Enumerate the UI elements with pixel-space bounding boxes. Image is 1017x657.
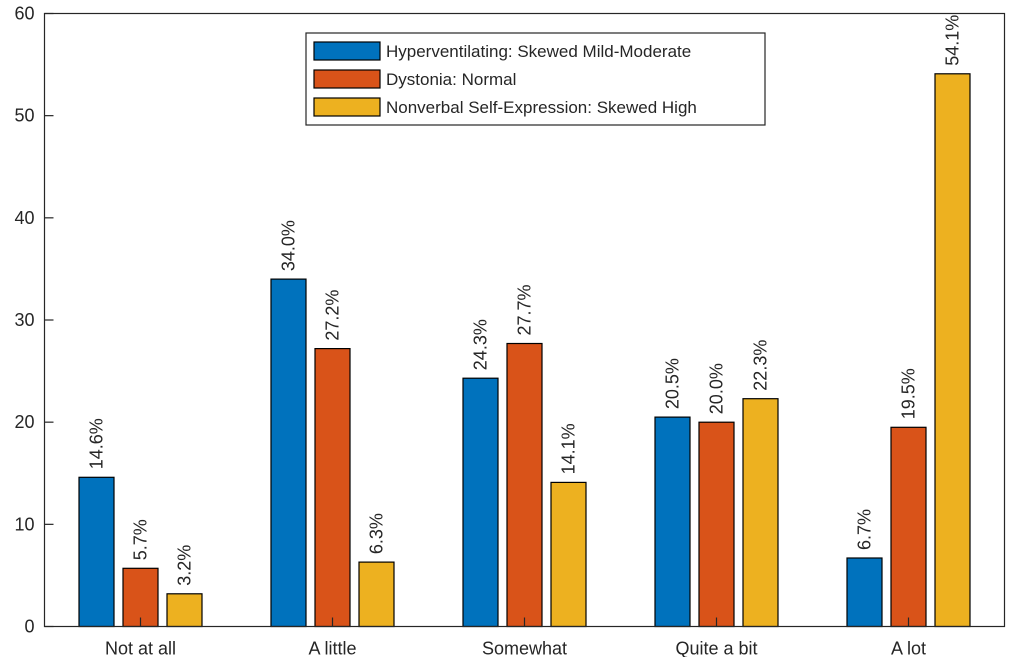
- y-tick-label: 0: [24, 617, 34, 637]
- y-tick-label: 50: [14, 106, 34, 126]
- x-tick-label: A little: [308, 639, 356, 657]
- bar-3-4: [742, 398, 779, 628]
- legend-swatch-1: [313, 41, 381, 61]
- data-label: 22.3%: [751, 340, 771, 391]
- data-label: 6.3%: [367, 513, 387, 554]
- bar-3-3: [550, 481, 587, 628]
- x-tick-label: Quite a bit: [675, 639, 757, 657]
- data-label: 34.0%: [279, 220, 299, 271]
- legend-label-1: Hyperventilating: Skewed Mild-Moderate: [386, 42, 691, 61]
- x-axis: Not at all A little Somewhat Quite a bit A l…: [105, 617, 926, 657]
- data-label: 14.1%: [559, 423, 579, 474]
- bar-2-5: [890, 426, 927, 628]
- x-tick-label: Somewhat: [482, 639, 567, 657]
- legend-swatch-3: [313, 97, 381, 117]
- bar-2-3: [506, 342, 543, 628]
- data-label: 3.2%: [175, 545, 195, 586]
- data-label: 27.7%: [515, 284, 535, 335]
- data-label: 14.6%: [87, 418, 107, 469]
- y-tick-label: 30: [14, 310, 34, 330]
- data-label: 27.2%: [323, 290, 343, 341]
- bar-2-1: [122, 567, 159, 628]
- data-label: 19.5%: [899, 368, 919, 419]
- y-tick-label: 60: [14, 4, 34, 24]
- bar-3-1: [166, 593, 203, 628]
- legend-box: [305, 32, 766, 126]
- legend-label-3: Nonverbal Self-Expression: Skewed High: [386, 98, 697, 117]
- data-label: 24.3%: [471, 319, 491, 370]
- x-tick-label: Not at all: [105, 639, 176, 657]
- bar-1-1: [78, 476, 115, 628]
- legend-swatch-2: [313, 69, 381, 89]
- bar-1-2: [270, 278, 307, 628]
- data-labels-layer: 14.6% 5.7% 3.2% 34.0% 27.2% 6.3% 24.3% 27.7% 14.…: [87, 15, 963, 586]
- bars-layer: [78, 73, 971, 628]
- bar-1-3: [462, 377, 499, 628]
- y-axis: 0 10 20 30 40 50 60: [14, 4, 54, 637]
- bar-1-5: [846, 557, 883, 628]
- bar-1-4: [654, 416, 691, 628]
- x-tick-label: A lot: [891, 639, 926, 657]
- y-tick-label: 40: [14, 208, 34, 228]
- data-label: 6.7%: [855, 509, 875, 550]
- bar-2-4: [698, 421, 735, 628]
- bar-3-5: [934, 73, 971, 628]
- data-label: 54.1%: [943, 15, 963, 66]
- y-tick-label: 20: [14, 412, 34, 432]
- legend: Hyperventilating: Skewed Mild-Moderate Dy…: [305, 32, 766, 126]
- data-label: 20.0%: [707, 363, 727, 414]
- bar-2-2: [314, 348, 351, 628]
- legend-label-2: Dystonia: Normal: [386, 70, 516, 89]
- y-tick-label: 10: [14, 514, 34, 534]
- data-label: 20.5%: [663, 358, 683, 409]
- bar-3-2: [358, 561, 395, 628]
- data-label: 5.7%: [131, 519, 151, 560]
